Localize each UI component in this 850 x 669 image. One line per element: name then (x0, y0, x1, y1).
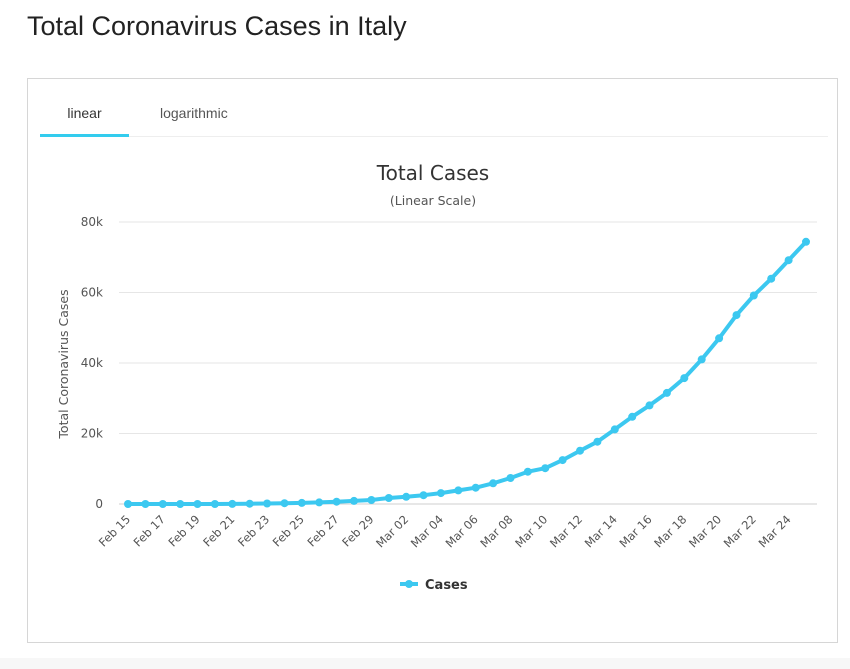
chart-title: Total Cases (376, 161, 489, 185)
x-tick-label: Feb 19 (165, 512, 202, 549)
x-tick-label: Mar 22 (721, 512, 759, 550)
data-point[interactable] (419, 491, 428, 500)
data-point[interactable] (315, 498, 324, 507)
x-tick-label: Mar 14 (582, 512, 620, 550)
data-point[interactable] (732, 311, 741, 320)
data-point[interactable] (767, 274, 776, 283)
y-tick-label: 80k (81, 215, 103, 229)
data-point[interactable] (645, 401, 654, 410)
x-tick-label: Feb 29 (339, 512, 376, 549)
active-tab-indicator (40, 134, 129, 137)
y-tick-label: 60k (81, 286, 103, 300)
data-point[interactable] (332, 497, 341, 506)
data-point[interactable] (141, 500, 150, 508)
data-point[interactable] (576, 446, 584, 455)
x-tick-label: Mar 20 (686, 512, 724, 550)
y-tick-label: 0 (95, 497, 103, 511)
data-point[interactable] (523, 467, 532, 476)
x-tick-label: Mar 06 (443, 512, 481, 550)
y-axis-title: Total Coronavirus Cases (56, 289, 71, 439)
data-point[interactable] (210, 500, 219, 508)
data-point[interactable] (749, 291, 758, 300)
x-tick-label: Feb 21 (200, 512, 237, 549)
data-point[interactable] (628, 412, 637, 421)
x-tick-label: Mar 10 (512, 512, 550, 550)
x-tick-label: Feb 27 (305, 512, 342, 549)
data-point[interactable] (228, 499, 237, 508)
data-point[interactable] (402, 492, 411, 501)
scale-tabs: linear logarithmic (40, 79, 828, 137)
data-point[interactable] (384, 494, 393, 502)
y-tick-label: 40k (81, 356, 103, 370)
series-cases (124, 237, 810, 508)
data-point[interactable] (124, 500, 132, 508)
data-point[interactable] (297, 498, 306, 507)
grid-lines (119, 221, 817, 505)
data-point[interactable] (350, 496, 358, 505)
data-point[interactable] (158, 500, 167, 508)
data-point[interactable] (176, 500, 185, 508)
data-point[interactable] (193, 500, 202, 508)
data-point[interactable] (245, 499, 254, 508)
page-title: Total Coronavirus Cases in Italy (27, 11, 407, 41)
chart-subtitle: (Linear Scale) (390, 193, 476, 208)
data-point[interactable] (558, 456, 567, 465)
data-point[interactable] (715, 334, 724, 343)
data-point[interactable] (506, 474, 515, 482)
x-tick-label: Mar 12 (547, 512, 585, 550)
x-tick-label: Feb 25 (270, 512, 307, 549)
y-axis-labels: 0 20k 40k 60k 80k (81, 215, 103, 511)
x-tick-label: Feb 17 (131, 512, 168, 549)
data-point[interactable] (662, 388, 671, 397)
legend-label: Cases (425, 578, 468, 593)
x-tick-label: Feb 23 (235, 512, 272, 549)
data-point[interactable] (697, 355, 706, 364)
x-tick-label: Mar 18 (651, 512, 689, 550)
data-point[interactable] (784, 256, 793, 265)
legend[interactable]: Cases (400, 578, 468, 593)
data-point[interactable] (593, 437, 602, 446)
data-point[interactable] (436, 489, 445, 498)
data-point[interactable] (454, 486, 463, 495)
data-point[interactable] (610, 425, 619, 434)
tab-logarithmic[interactable]: logarithmic (160, 105, 228, 121)
chart-card: linear logarithmic Total Cases (Linear S… (27, 78, 838, 643)
x-tick-label: Feb 15 (96, 512, 133, 549)
data-point[interactable] (471, 483, 480, 492)
series-line (126, 239, 808, 506)
x-tick-label: Mar 08 (477, 512, 515, 550)
data-point[interactable] (367, 496, 376, 504)
data-point[interactable] (802, 237, 810, 246)
legend-marker (405, 580, 413, 588)
data-point[interactable] (680, 374, 689, 383)
x-tick-label: Mar 02 (373, 512, 411, 550)
page-footer-strip (0, 658, 850, 669)
x-tick-label: Mar 24 (756, 512, 794, 550)
tab-linear[interactable]: linear (67, 105, 102, 121)
x-tick-label: Mar 04 (408, 512, 446, 550)
line-chart: Total Cases (Linear Scale) Total Coronav… (56, 161, 817, 593)
data-point[interactable] (541, 464, 550, 473)
data-point[interactable] (263, 499, 272, 508)
y-tick-label: 20k (81, 427, 103, 441)
data-point[interactable] (280, 499, 289, 508)
x-tick-label: Mar 16 (616, 512, 654, 550)
data-point[interactable] (489, 479, 498, 488)
